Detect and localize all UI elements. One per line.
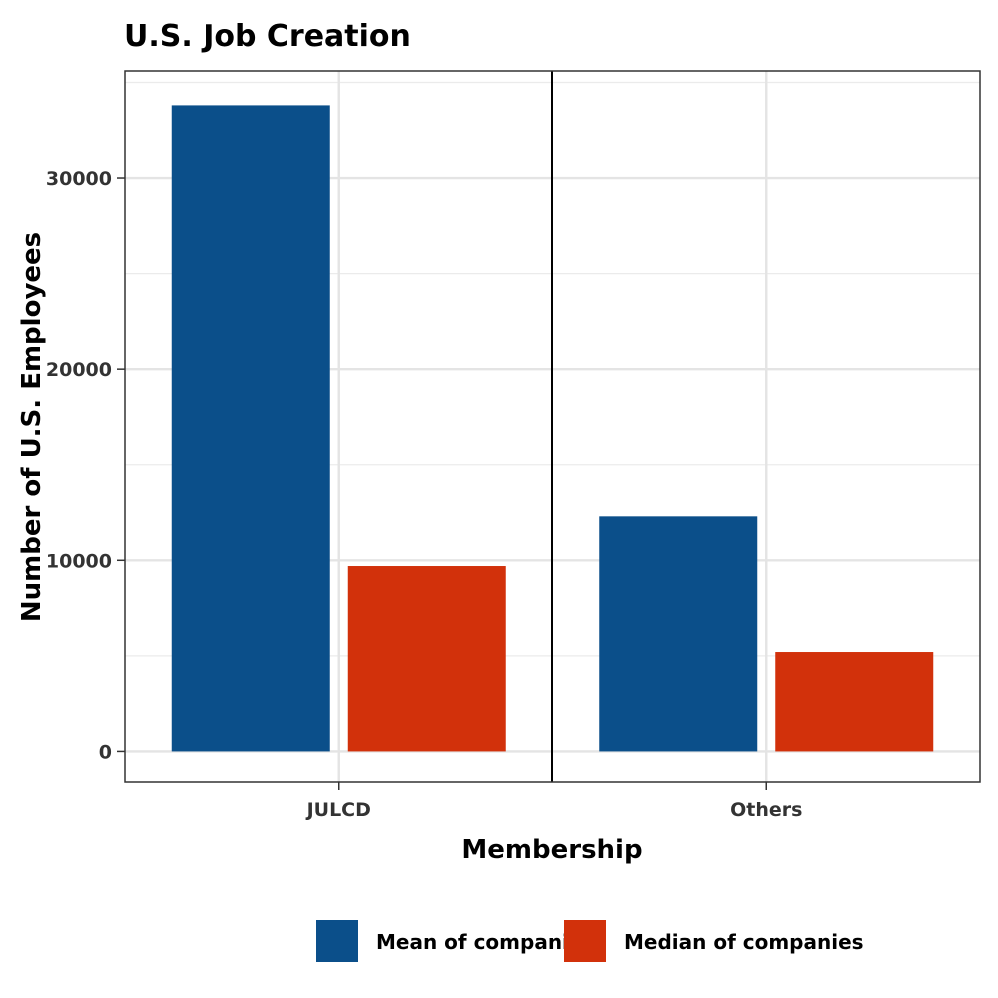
y-tick-label: 20000 [46,359,112,381]
y-tick-label: 10000 [46,550,112,572]
bar-others-median [775,652,934,752]
y-tick-label: 30000 [46,168,112,190]
bar-julcd-median [347,566,506,752]
x-tick-label: Others [730,799,802,821]
legend-label-mean: Mean of companies [376,930,594,954]
bar-julcd-mean [171,105,330,752]
legend-key-mean [316,920,358,962]
x-tick-label: JULCD [305,799,371,821]
x-axis: JULCD Others [305,782,802,821]
legend-label-median: Median of companies [624,930,864,954]
bars [171,105,934,752]
y-axis: 0 10000 20000 30000 [46,168,125,763]
chart-title: U.S. Job Creation [124,19,411,54]
x-axis-title: Membership [461,835,642,865]
plot-panel-border [124,70,981,783]
bar-others-mean [599,516,758,752]
y-axis-title: Number of U.S. Employees [17,232,47,622]
y-tick-label: 0 [99,741,112,763]
legend: Mean of companies Median of companies [316,920,864,962]
legend-key-median [564,920,606,962]
